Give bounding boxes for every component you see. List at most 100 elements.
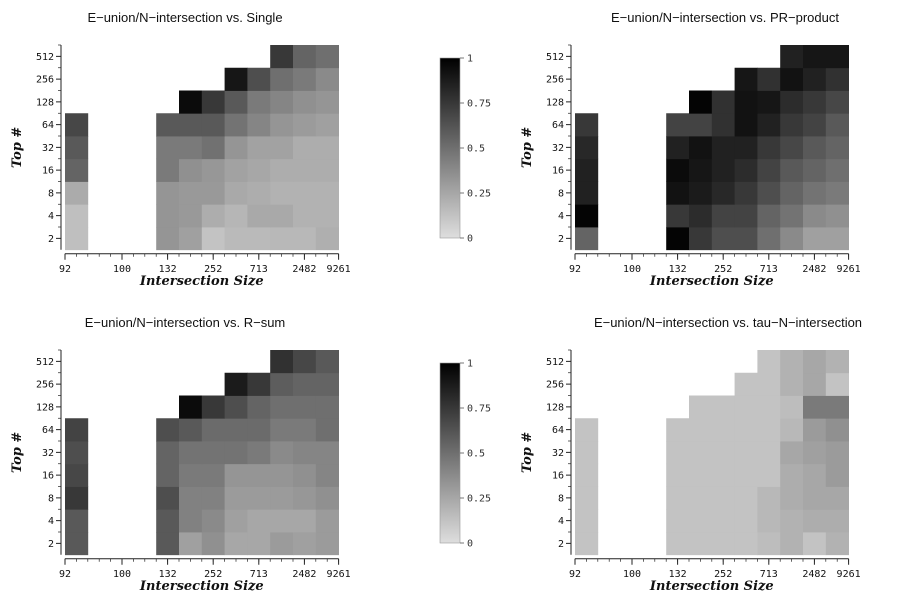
- heatmap-cell: [734, 532, 758, 556]
- heatmap-cell: [65, 441, 89, 465]
- y-tick-label: 16: [42, 166, 54, 177]
- x-tick-label: 9261: [327, 264, 351, 275]
- heatmap-cell: [780, 372, 804, 396]
- heatmap-cell: [711, 441, 735, 465]
- chart-title: E−union/N−intersection vs. PR−product: [611, 10, 839, 25]
- heatmap-cell: [825, 441, 849, 465]
- heatmap-cell: [780, 45, 804, 69]
- heatmap-cell: [689, 158, 713, 182]
- heatmap-cell: [711, 136, 735, 160]
- heatmap-cell: [825, 372, 849, 396]
- heatmap-cell: [711, 463, 735, 487]
- heatmap-cell: [666, 532, 690, 556]
- heatmap-cell: [689, 418, 713, 442]
- heatmap-cell: [293, 463, 317, 487]
- x-tick-label: 100: [623, 264, 641, 275]
- heatmap-cell: [825, 113, 849, 137]
- colorbar-gradient: [439, 362, 461, 544]
- x-tick-label: 713: [250, 569, 268, 580]
- y-tick-label: 16: [42, 471, 54, 482]
- heatmap-cell: [224, 204, 248, 228]
- heatmap-cell: [201, 463, 225, 487]
- y-axis-label: Top #: [10, 432, 25, 473]
- heatmap-cell: [734, 67, 758, 91]
- y-axis-label: Top #: [10, 127, 25, 168]
- heatmap-cell: [65, 113, 89, 137]
- heatmap-cell: [224, 418, 248, 442]
- heatmap-cell: [315, 67, 339, 91]
- heatmap-cell: [293, 181, 317, 205]
- heatmap-cell: [179, 136, 203, 160]
- heatmap-cell: [247, 158, 271, 182]
- heatmap-cell: [711, 227, 735, 251]
- heatmap-cell: [179, 532, 203, 556]
- heatmap-cell: [179, 441, 203, 465]
- heatmap-cell: [666, 113, 690, 137]
- heatmap-cell: [293, 372, 317, 396]
- heatmap-cell: [247, 395, 271, 419]
- heatmap-cell: [757, 418, 781, 442]
- heatmap-cell: [247, 372, 271, 396]
- x-axis-label: Intersection Size: [139, 579, 264, 594]
- heatmap-cell: [689, 509, 713, 533]
- heatmap-cell: [224, 441, 248, 465]
- x-tick-label: 92: [569, 264, 581, 275]
- heatmap-cell: [201, 532, 225, 556]
- y-tick-label: 512: [546, 52, 564, 63]
- heatmap-cell: [201, 136, 225, 160]
- heatmap-cell: [825, 45, 849, 69]
- heatmap-cell: [803, 463, 827, 487]
- y-tick-label: 256: [36, 75, 54, 86]
- y-tick-label: 4: [558, 211, 564, 222]
- heatmap-cell: [711, 418, 735, 442]
- y-tick-label: 64: [42, 425, 54, 436]
- y-tick-label: 16: [552, 471, 564, 482]
- heatmap-cell: [270, 181, 294, 205]
- heatmap-cell: [780, 463, 804, 487]
- y-tick-label: 32: [42, 448, 54, 459]
- y-tick-label: 64: [42, 120, 54, 131]
- heatmap-cell: [201, 509, 225, 533]
- heatmap-cell: [825, 532, 849, 556]
- heatmap-cell: [666, 181, 690, 205]
- colorbar-tick-label: 0.5: [467, 144, 485, 155]
- heatmap-cell: [803, 509, 827, 533]
- heatmap-cell: [315, 227, 339, 251]
- x-axis-label: Intersection Size: [649, 579, 774, 594]
- heatmap-cell: [757, 136, 781, 160]
- heatmap-cell: [734, 441, 758, 465]
- x-tick-label: 2482: [802, 569, 826, 580]
- heatmap-cell: [575, 418, 599, 442]
- heatmap-cell: [780, 509, 804, 533]
- heatmap-cell: [179, 509, 203, 533]
- heatmap-cell: [293, 136, 317, 160]
- heatmap-cell: [156, 509, 180, 533]
- heatmap-cell: [757, 227, 781, 251]
- heatmap-cell: [734, 418, 758, 442]
- x-tick-label: 713: [760, 264, 778, 275]
- colorbar-tick-label: 0.25: [467, 189, 491, 200]
- heatmap-panel-4: E−union/N−intersection vs. tau−N−interse…: [520, 315, 862, 594]
- heatmap-cell: [156, 441, 180, 465]
- heatmap-cell: [666, 463, 690, 487]
- heatmap-cell: [575, 463, 599, 487]
- heatmap-cell: [803, 441, 827, 465]
- heatmap-cell: [270, 90, 294, 114]
- heatmap-cell: [689, 395, 713, 419]
- heatmap-cell: [156, 463, 180, 487]
- heatmap-cell: [293, 227, 317, 251]
- heatmap-cell: [270, 227, 294, 251]
- heatmap-cell: [247, 486, 271, 510]
- heatmap-cell: [689, 441, 713, 465]
- heatmap-cell: [666, 441, 690, 465]
- heatmap-cell: [803, 113, 827, 137]
- heatmap-cell: [803, 418, 827, 442]
- y-axis-label: Top #: [520, 432, 535, 473]
- heatmap-cell: [179, 90, 203, 114]
- heatmap-cell: [734, 486, 758, 510]
- heatmap-cell: [156, 158, 180, 182]
- heatmap-cell: [734, 227, 758, 251]
- heatmap-cell: [780, 532, 804, 556]
- heatmap-cell: [825, 463, 849, 487]
- heatmap-cell: [757, 395, 781, 419]
